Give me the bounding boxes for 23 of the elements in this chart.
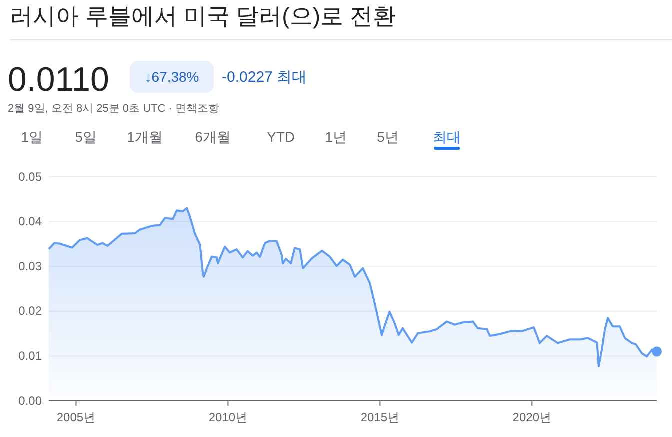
x-tick-label: 2005년 [56,410,96,425]
chart-title: 러시아 루블에서 미국 달러(으)로 전환 [10,3,396,29]
x-tick-label: 2020년 [512,410,552,425]
text: -0.0227 최대 [222,69,308,86]
text: 최대 [433,129,461,145]
x-tick-label: 2010년 [208,410,248,425]
text: 6개월 [195,129,231,145]
y-tick-label: 0.01 [18,349,42,364]
y-tick-label: 0.04 [18,214,42,229]
y-tick-label: 0.03 [18,259,42,274]
text: 1년 [325,129,347,145]
text: 5년 [377,129,399,145]
x-tick-label: 2015년 [360,410,400,425]
text: 2월 9일, 오전 8시 25분 0초 UTC · 면책조항 [8,103,220,115]
text: 1개월 [127,129,163,145]
text: ↓67.38% [144,69,200,85]
y-tick-label: 0.05 [18,170,42,184]
text: YTD [267,129,295,145]
text: 1일 [21,129,43,145]
text: 5일 [75,129,97,145]
y-tick-label: 0.02 [18,304,42,318]
text: 0.0110 [8,61,110,99]
y-tick-label: 0.00 [18,394,42,408]
